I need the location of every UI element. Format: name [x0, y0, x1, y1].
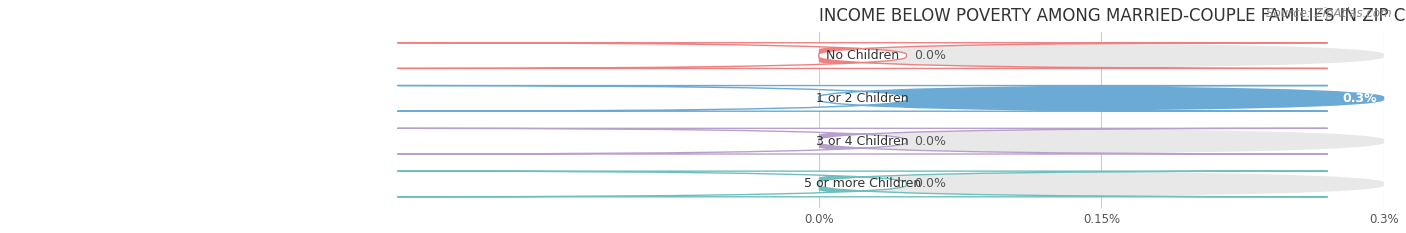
Text: 0.0%: 0.0%: [914, 135, 946, 148]
FancyBboxPatch shape: [818, 86, 1385, 111]
Text: 3 or 4 Children: 3 or 4 Children: [817, 135, 908, 148]
Text: 0.3%: 0.3%: [1343, 92, 1376, 105]
FancyBboxPatch shape: [818, 43, 1385, 69]
FancyBboxPatch shape: [818, 171, 1385, 197]
Text: 5 or more Children: 5 or more Children: [804, 178, 921, 190]
FancyBboxPatch shape: [398, 128, 1327, 154]
FancyBboxPatch shape: [398, 43, 1327, 69]
FancyBboxPatch shape: [398, 86, 1327, 111]
Text: 0.0%: 0.0%: [914, 178, 946, 190]
FancyBboxPatch shape: [818, 128, 1385, 154]
Text: No Children: No Children: [825, 49, 898, 62]
Text: 1 or 2 Children: 1 or 2 Children: [817, 92, 908, 105]
FancyBboxPatch shape: [567, 43, 1125, 69]
FancyBboxPatch shape: [818, 86, 1385, 111]
FancyBboxPatch shape: [398, 171, 1327, 197]
Text: 0.0%: 0.0%: [914, 49, 946, 62]
Text: Source: ZipAtlas.com: Source: ZipAtlas.com: [1267, 7, 1392, 20]
Text: INCOME BELOW POVERTY AMONG MARRIED-COUPLE FAMILIES IN ZIP CODE 62684: INCOME BELOW POVERTY AMONG MARRIED-COUPL…: [818, 7, 1406, 25]
FancyBboxPatch shape: [567, 128, 1125, 154]
FancyBboxPatch shape: [567, 171, 1125, 197]
